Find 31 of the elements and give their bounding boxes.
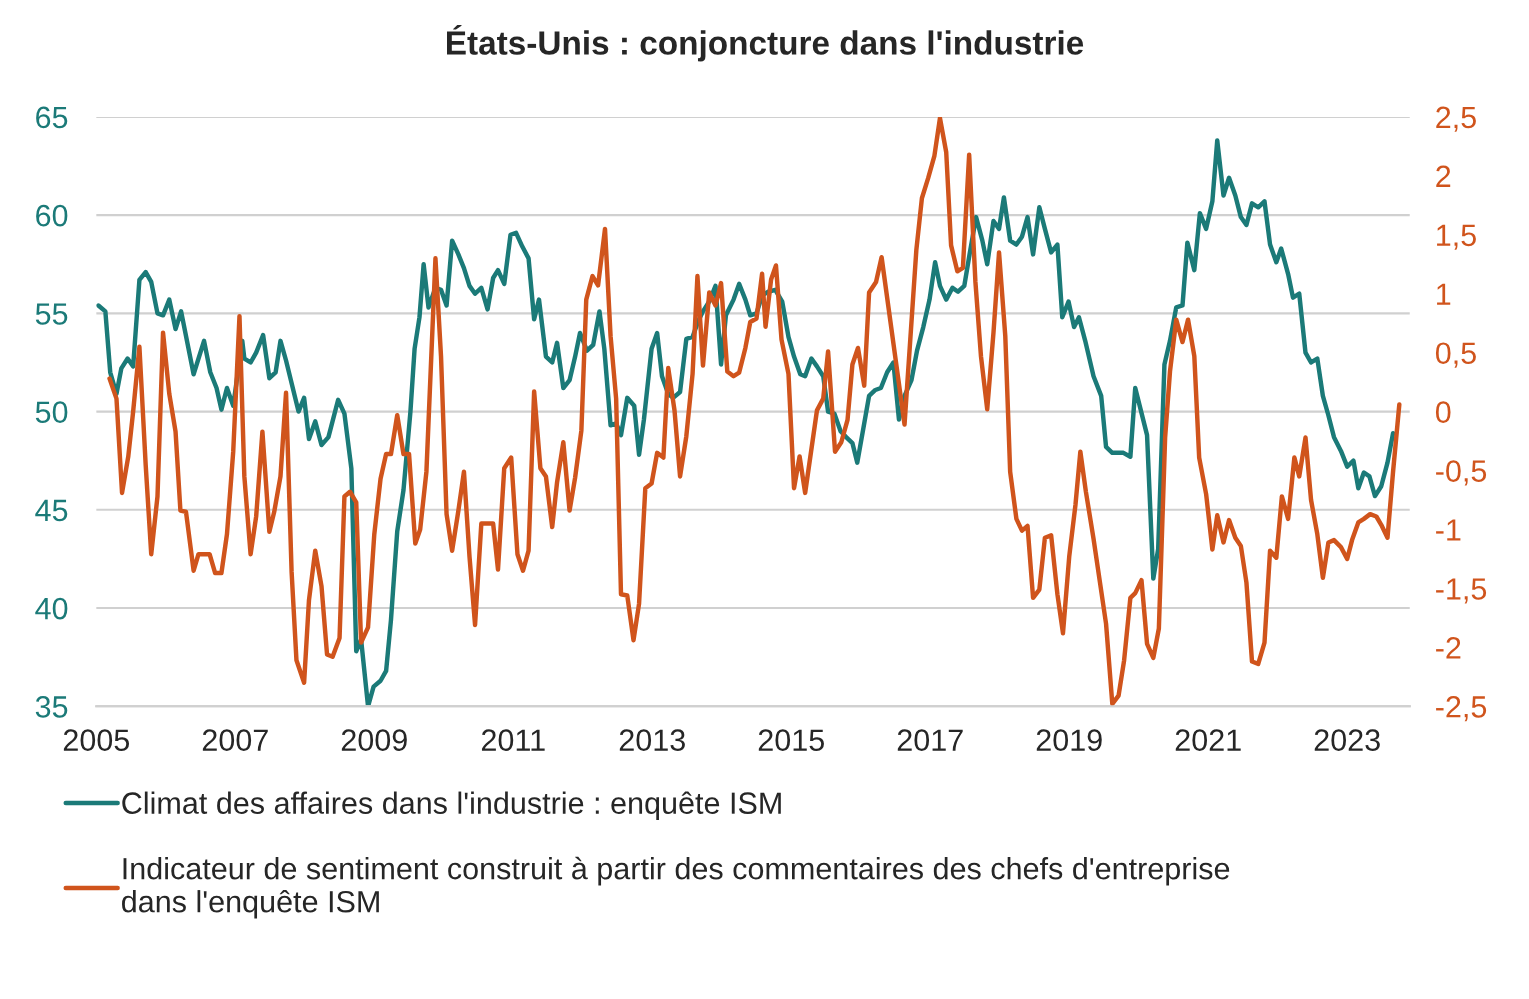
y2-tick-label: 2 (1436, 165, 1451, 187)
y-tick-label: 60 (36, 204, 68, 227)
x-tick-label: 2011 (481, 729, 545, 751)
y2-tick-label: 0 (1435, 401, 1451, 423)
y-tick-label: 40 (35, 597, 68, 620)
x-tick-label: 2009 (341, 729, 407, 751)
x-tick-label: 2019 (1036, 729, 1102, 751)
y-tick-label: 35 (35, 696, 68, 718)
y-tick-label: 45 (35, 499, 68, 522)
y2-tick-label: 1 (1437, 283, 1451, 305)
y2-tick-label: -1 (1436, 519, 1461, 541)
y2-tick-label: -1,5 (1436, 578, 1487, 604)
x-tick-label: 2017 (897, 729, 963, 751)
x-tick-label: 2021 (1175, 729, 1241, 751)
x-tick-label: 2005 (63, 729, 130, 751)
legend-label: Climat des affaires dans l'industrie : enquête ISM (122, 791, 781, 821)
y-tick-label: 65 (36, 106, 68, 129)
x-tick-label: 2007 (202, 729, 268, 751)
y2-tick-label: -2,5 (1436, 696, 1487, 722)
x-tick-label: 2015 (758, 729, 824, 751)
y2-tick-label: -0,5 (1436, 460, 1487, 486)
y-tick-label: 50 (35, 401, 68, 423)
chart-title: États-Unis : conjoncture dans l'industrie (447, 24, 1084, 62)
y2-tick-label: 2,5 (1436, 106, 1476, 132)
y2-tick-label: 1,5 (1437, 224, 1476, 250)
legend-label: Indicateur de sentiment construit à partir des commentaires des chefs d'entreprise dans l'enquête ISM (122, 856, 1230, 919)
x-tick-label: 2023 (1314, 729, 1380, 751)
y-tick-label: 55 (35, 303, 68, 325)
y2-tick-label: 0,5 (1435, 342, 1476, 368)
x-tick-label: 2013 (619, 729, 685, 751)
y2-tick-label: -2 (1436, 637, 1461, 659)
